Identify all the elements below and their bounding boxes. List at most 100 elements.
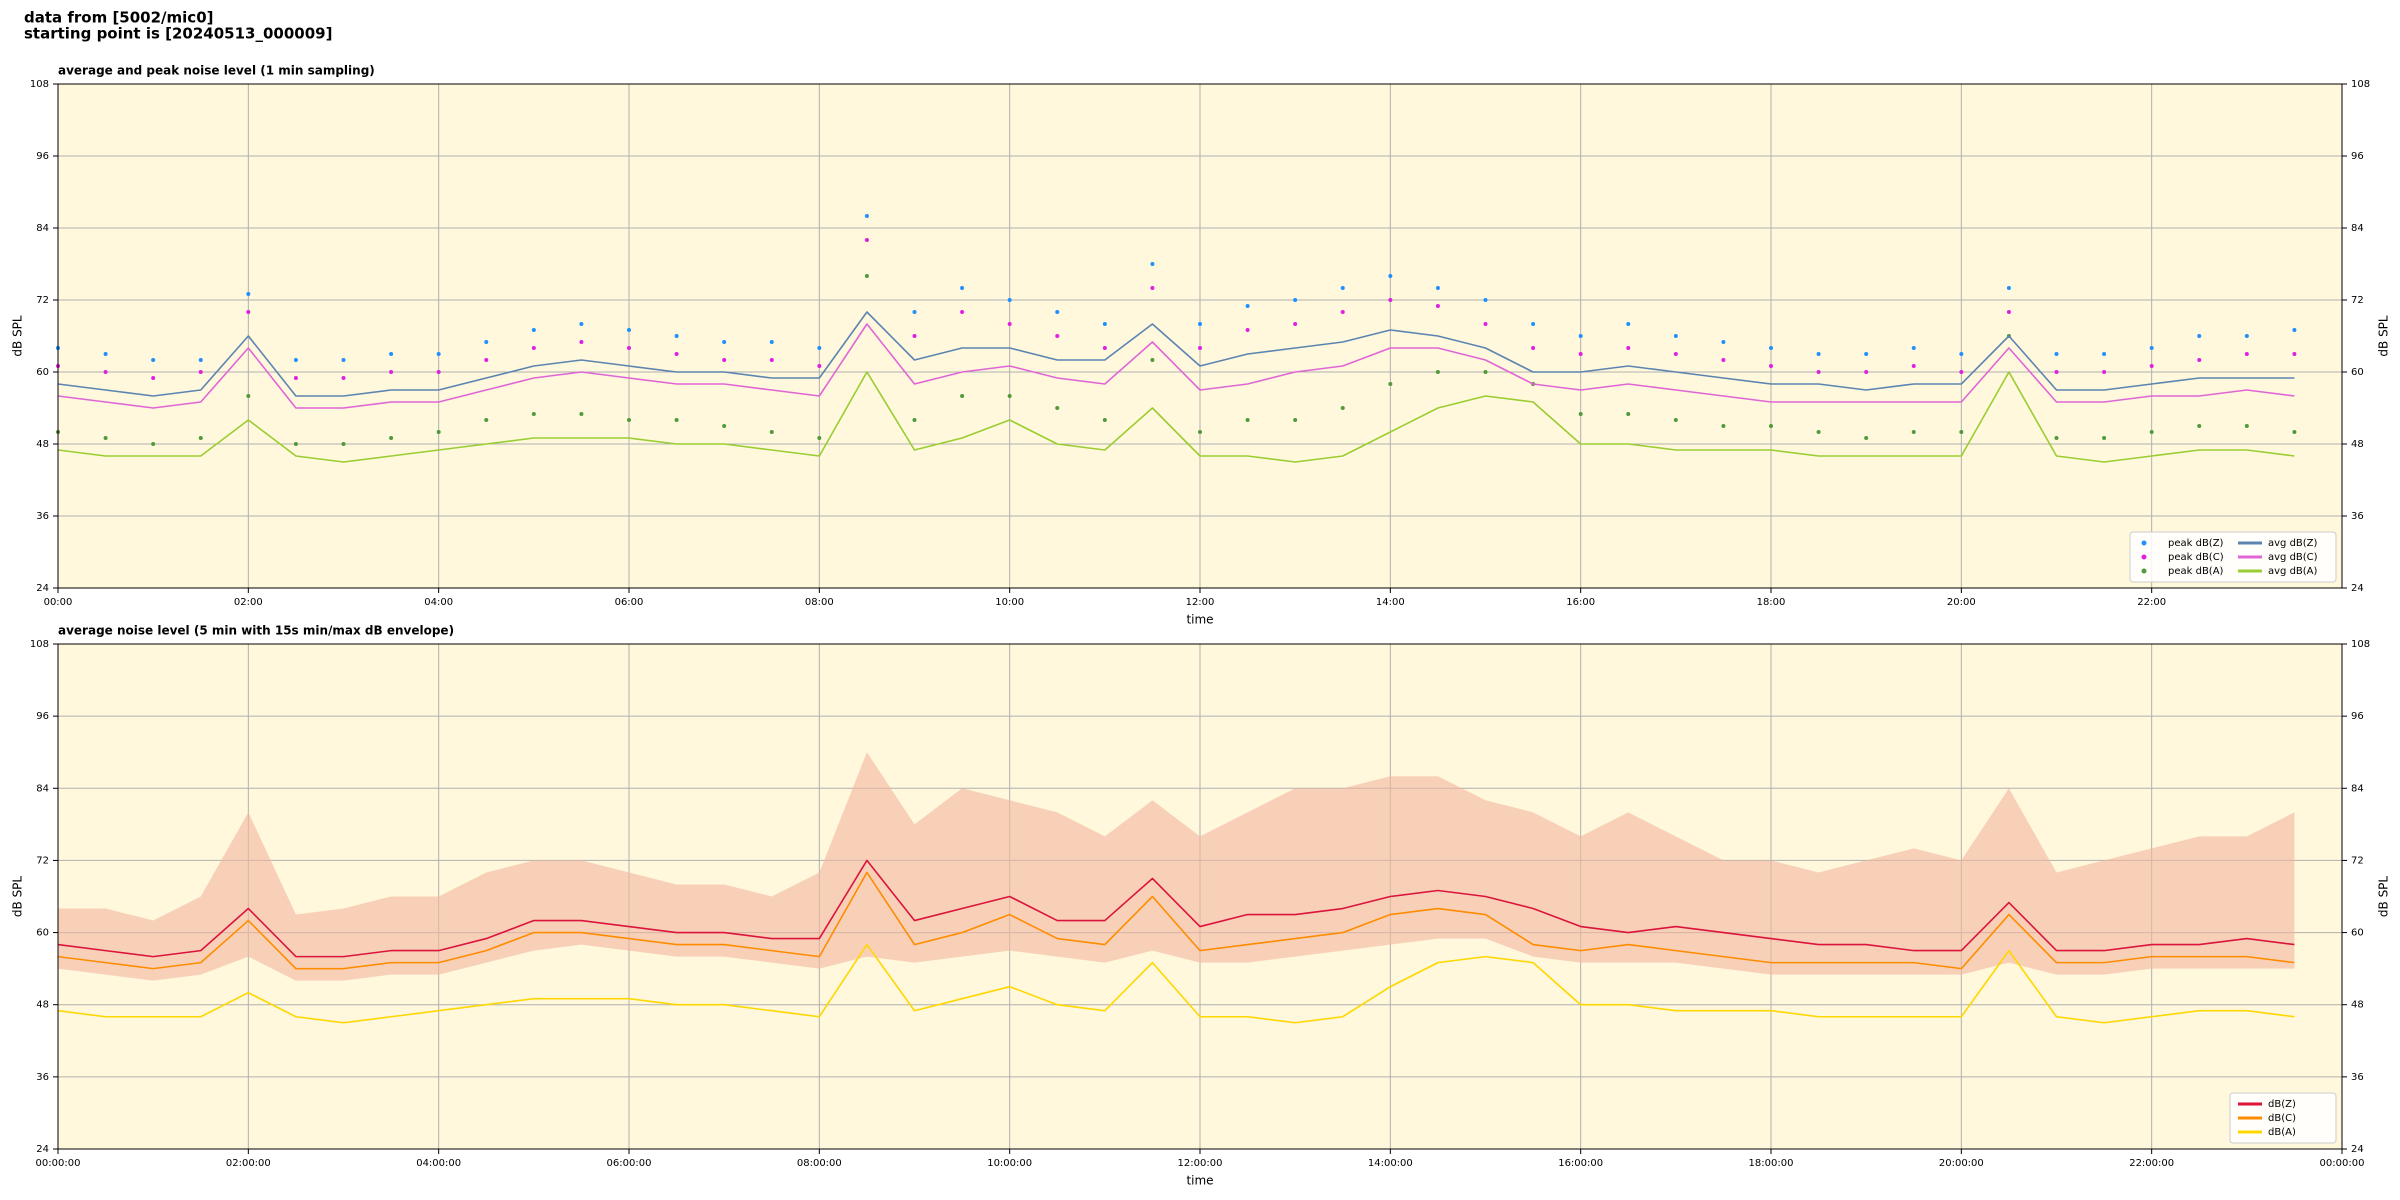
peak-point [1673, 334, 1678, 338]
x-tick-label: 22:00 [2137, 597, 2166, 608]
x-tick-label: 10:00 [995, 597, 1024, 608]
peak-point [341, 442, 346, 446]
peak-point [293, 358, 298, 362]
y-tick-label: 96 [36, 711, 49, 722]
peak-point [1721, 340, 1726, 344]
y-tick-label: 48 [36, 439, 49, 450]
legend-label: peak dB(A) [2168, 566, 2224, 577]
peak-point [1911, 364, 1916, 368]
x-tick-label: 10:00:00 [987, 1158, 1032, 1169]
legend-label: dB(Z) [2268, 1099, 2296, 1110]
peak-point [246, 310, 251, 314]
peak-point [1864, 436, 1869, 440]
series-line [57, 859, 2295, 958]
peak-point [531, 328, 536, 332]
peak-point [627, 328, 631, 332]
x-tick-label: 04:00:00 [416, 1158, 461, 1169]
series-line [57, 371, 2295, 463]
peak-point [1531, 322, 1536, 326]
peak-point [246, 394, 251, 398]
peak-point [1626, 322, 1631, 326]
x-tick-label: 22:00:00 [2129, 1158, 2174, 1169]
peak-point [627, 346, 631, 350]
peak-point [389, 352, 394, 356]
legend-label: avg dB(A) [2268, 566, 2318, 577]
peak-point [960, 286, 965, 290]
y-axis-label: dB SPL [2377, 315, 2391, 357]
y-tick-label: 24 [2351, 1144, 2364, 1155]
header-line: data from [5002/mic0] [24, 9, 214, 27]
y-tick-label: 60 [36, 367, 49, 378]
y-tick-label: 96 [2351, 711, 2364, 722]
x-tick-label: 00:00:00 [36, 1158, 81, 1169]
peak-point [293, 442, 298, 446]
peak-point [864, 238, 869, 242]
peak-point [436, 352, 441, 356]
peak-point [1578, 334, 1583, 338]
y-tick-label: 60 [2351, 928, 2364, 939]
peak-point [151, 376, 156, 380]
series-line [57, 943, 2295, 1024]
y-tick-label: 48 [2351, 439, 2364, 450]
y-tick-label: 60 [2351, 367, 2364, 378]
y-tick-label: 60 [36, 928, 49, 939]
envelope-area [58, 752, 2295, 981]
peak-point [1007, 322, 1012, 326]
peak-point [912, 310, 917, 314]
y-tick-label: 108 [2351, 79, 2370, 90]
peak-point [484, 418, 489, 422]
peak-point [1102, 346, 1107, 350]
peak-point [436, 370, 441, 374]
peak-point [2054, 352, 2059, 356]
x-tick-label: 00:00:00 [2320, 1158, 2365, 1169]
peak-point [579, 322, 584, 326]
y-tick-label: 72 [2351, 295, 2364, 306]
y-tick-label: 84 [2351, 223, 2364, 234]
peak-point [1769, 364, 1773, 368]
peak-point [1055, 406, 1060, 410]
peak-point [1673, 352, 1678, 356]
peak-point [769, 430, 774, 434]
peak-point [2102, 436, 2107, 440]
legend-label: peak dB(C) [2168, 552, 2224, 563]
peak-point [2006, 286, 2011, 290]
peak-point [2102, 370, 2107, 374]
peak-point [2054, 436, 2059, 440]
y-tick-label: 24 [36, 1144, 49, 1155]
peak-point [1102, 418, 1107, 422]
peak-point [2054, 370, 2059, 374]
peak-point [1483, 370, 1488, 374]
peak-point [1435, 370, 1440, 374]
peak-point [912, 334, 917, 338]
legend-marker [2141, 568, 2147, 574]
x-tick-label: 06:00:00 [607, 1158, 652, 1169]
y-tick-label: 24 [36, 583, 49, 594]
y-tick-label: 72 [2351, 855, 2364, 866]
x-tick-label: 14:00 [1376, 597, 1405, 608]
chart-title: average noise level (5 min with 15s min/… [58, 624, 454, 638]
y-tick-label: 108 [2351, 639, 2370, 650]
peak-point [1959, 430, 1964, 434]
peak-point [2292, 328, 2297, 332]
peak-point [1293, 322, 1298, 326]
x-tick-label: 16:00:00 [1558, 1158, 1603, 1169]
peak-point [579, 340, 584, 344]
peak-point [1198, 346, 1202, 350]
y-tick-label: 96 [36, 151, 49, 162]
series-line [57, 871, 2295, 970]
x-tick-label: 18:00 [1757, 597, 1786, 608]
peak-point [1007, 298, 1012, 302]
y-tick-label: 72 [36, 295, 49, 306]
peak-point [1578, 352, 1583, 356]
legend-label: peak dB(Z) [2168, 538, 2224, 549]
peak-point [1055, 334, 1060, 338]
y-tick-label: 84 [36, 223, 49, 234]
peak-point [1578, 412, 1583, 416]
legend-marker [2141, 540, 2147, 546]
peak-point [103, 352, 108, 356]
y-tick-label: 108 [30, 79, 49, 90]
peak-point [2244, 352, 2249, 356]
x-tick-label: 02:00 [234, 597, 263, 608]
peak-point [151, 442, 156, 446]
